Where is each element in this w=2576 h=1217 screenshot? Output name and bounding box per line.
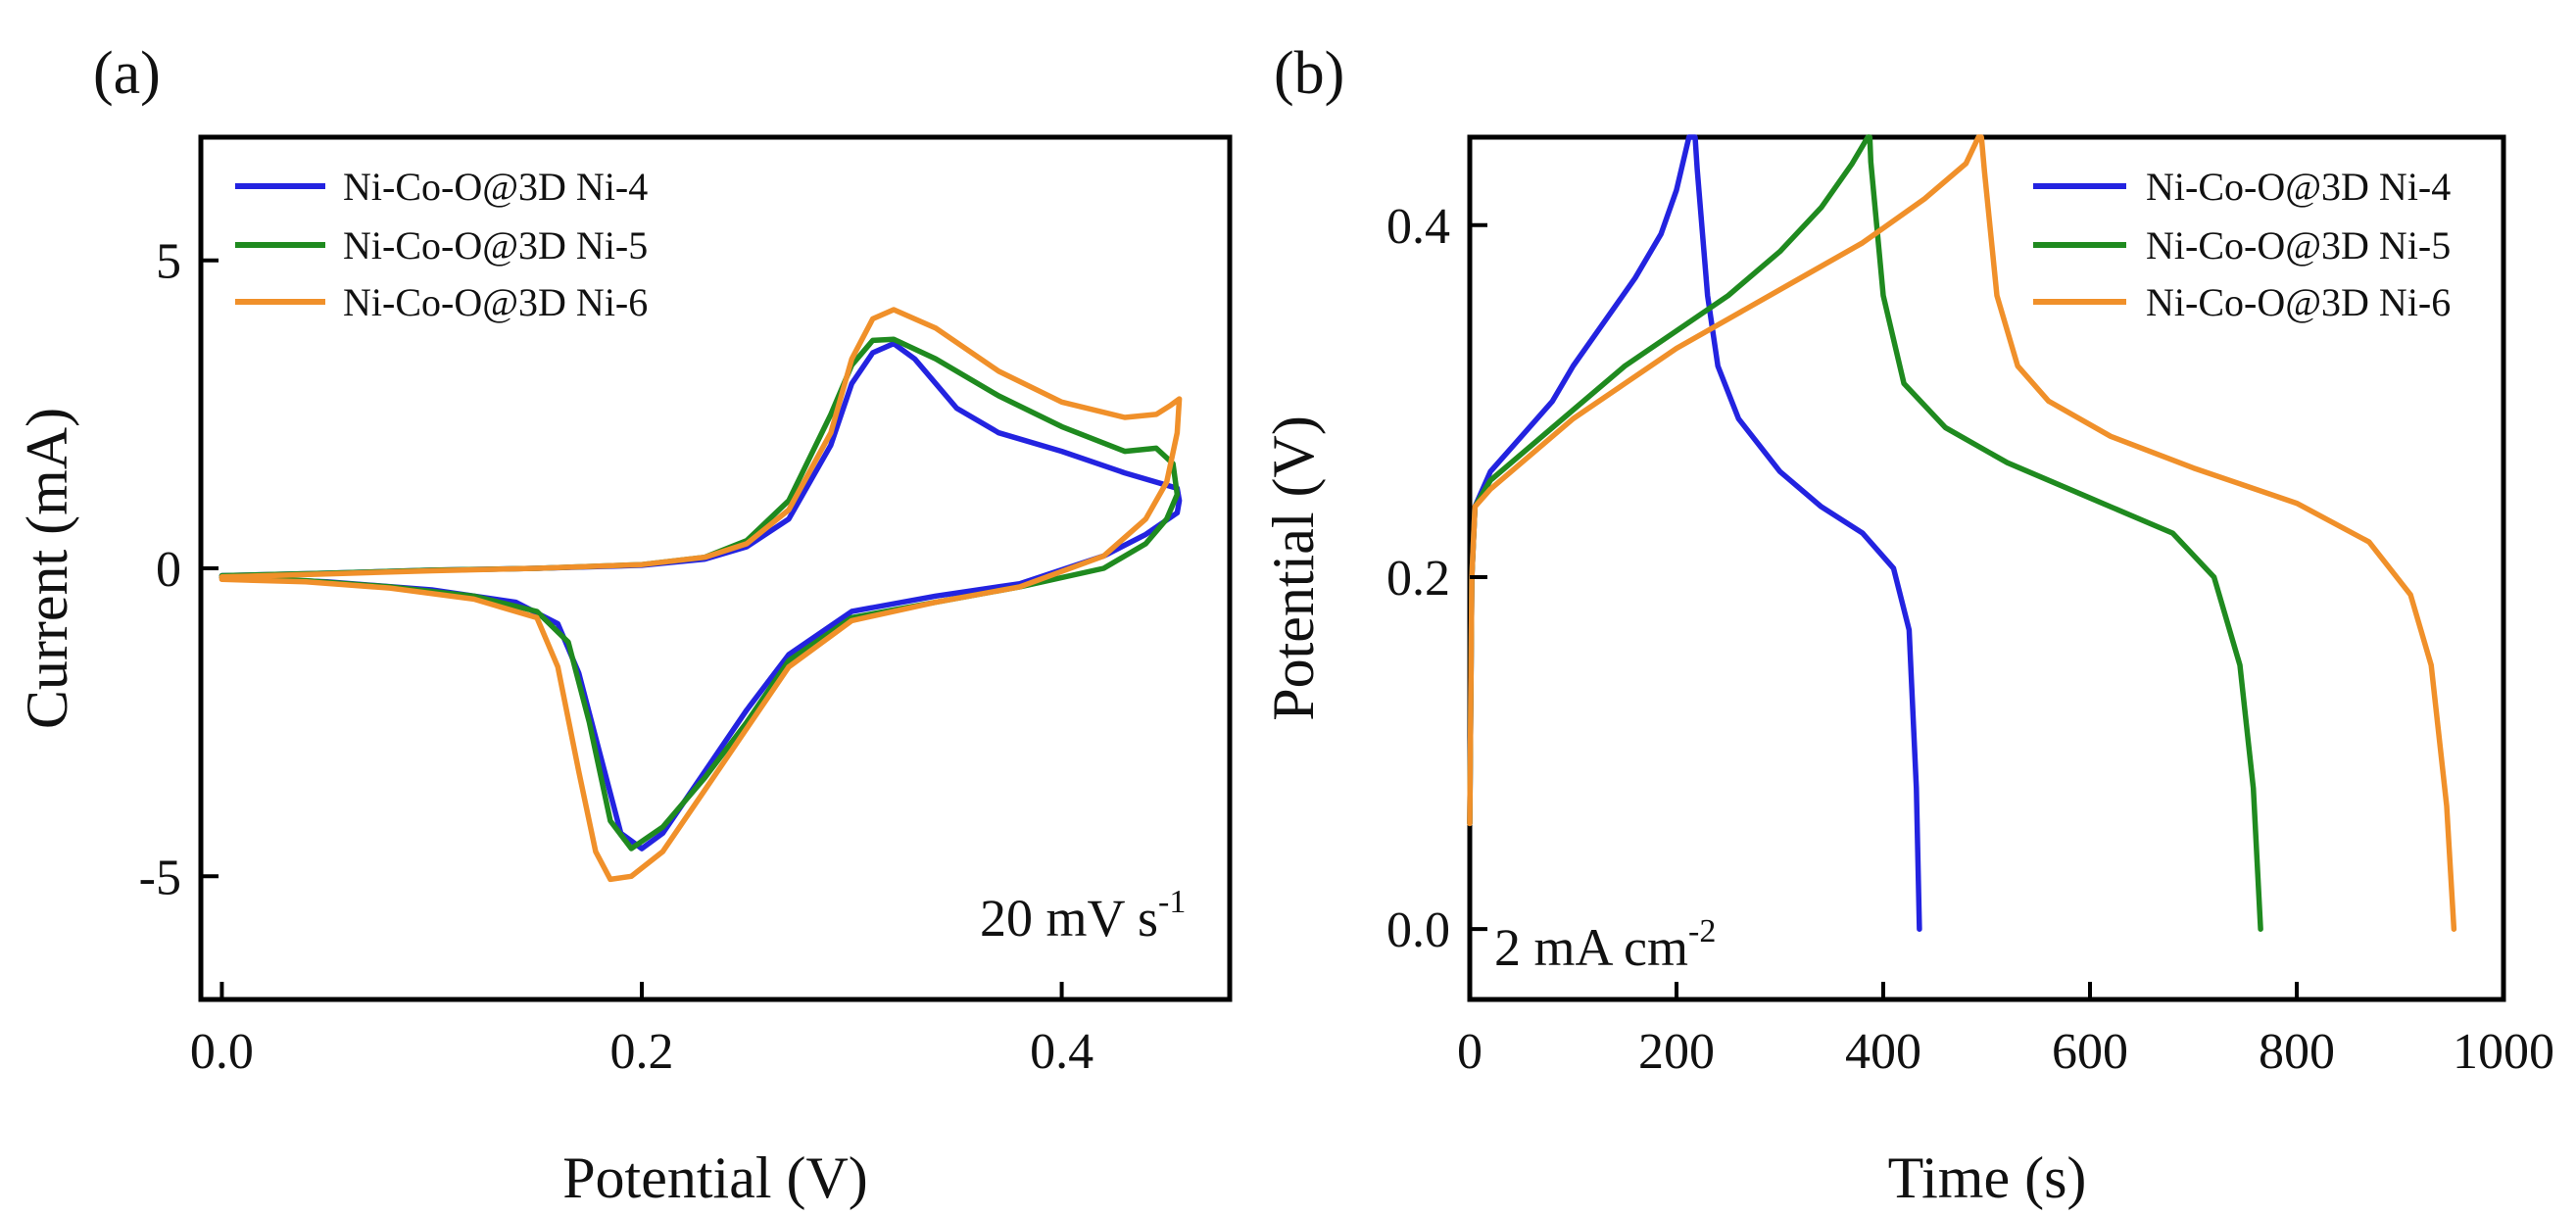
panel-a-legend-label-1: Ni-Co-O@3D Ni-4 [343,165,648,209]
panel-a-annotation: 20 mV s-1 [980,884,1186,948]
panel-a-series-line-1 [219,340,1183,852]
panel-a-annotation-text: 20 mV s [980,889,1158,948]
panel-a-x-tick-label-1: 0.0 [190,1024,254,1080]
panel-a-series-group [219,307,1183,883]
panel-a-x-axis-label: Potential (V) [562,1145,868,1210]
panel-b-y-tick-label-1: 0.0 [1386,902,1450,958]
panel-a-y-axis-label: Current (mA) [15,408,79,729]
panel-b-axis-ticks: 0 200 400 600 800 1000 0.0 0.2 0.4 [1386,199,2554,1080]
panel-a-y-tick-label-1: -5 [139,850,181,905]
panel-a-y-tick-label-2: 0 [156,542,181,598]
panel-b-legend: Ni-Co-O@3D Ni-4 Ni-Co-O@3D Ni-5 Ni-Co-O@… [2033,165,2451,324]
panel-b-legend-label-1: Ni-Co-O@3D Ni-4 [2146,165,2451,209]
panel-b-y-axis-label: Potential (V) [1261,415,1326,721]
panel-a-y-tick-label-3: 5 [156,234,181,290]
panel-a-legend: Ni-Co-O@3D Ni-4 Ni-Co-O@3D Ni-5 Ni-Co-O@… [235,165,648,324]
panel-b-series-group [1467,134,2457,932]
panel-a-x-tick-label-3: 0.4 [1030,1024,1094,1080]
panel-b-x-tick-label-2: 200 [1638,1024,1715,1080]
panel-b-y-tick-label-3: 0.4 [1386,199,1450,255]
panel-b-series-line-1 [1467,134,1922,932]
panel-b-series-line-2 [1467,134,2263,932]
panel-b-annotation-text: 2 mA cm [1494,918,1688,977]
panel-a-axis-ticks: 0.0 0.2 0.4 -5 0 5 [139,234,1094,1080]
panel-b-label: (b) [1274,40,1344,107]
panel-b-annotation: 2 mA cm-2 [1494,913,1716,977]
panel-a-legend-label-2: Ni-Co-O@3D Ni-5 [343,223,648,268]
panel-b-x-tick-label-1: 0 [1457,1024,1482,1080]
panel-a-series-line-3 [219,307,1183,883]
panel-b-annotation-superscript: -2 [1688,913,1716,949]
panel-a-label: (a) [93,40,161,107]
panel-a-x-tick-label-2: 0.2 [610,1024,674,1080]
panel-a-series-line-2 [219,336,1181,852]
panel-b-x-tick-label-3: 400 [1845,1024,1921,1080]
panel-b-x-tick-label-6: 1000 [2453,1024,2554,1080]
panel-b-x-axis-label: Time (s) [1888,1145,2087,1210]
panel-a-chart: (a) 0.0 0.2 0.4 -5 0 5 Potential (V) Current … [15,40,1233,1210]
panel-b-legend-label-2: Ni-Co-O@3D Ni-5 [2146,223,2451,268]
panel-b-x-tick-label-5: 800 [2259,1024,2335,1080]
panel-b-x-tick-label-4: 600 [2052,1024,2128,1080]
panel-b-legend-label-3: Ni-Co-O@3D Ni-6 [2146,280,2451,324]
panel-b-y-tick-label-2: 0.2 [1386,551,1450,607]
panel-b-series-line-3 [1467,134,2457,932]
panel-a-legend-label-3: Ni-Co-O@3D Ni-6 [343,280,648,324]
panel-a-annotation-superscript: -1 [1158,884,1186,920]
